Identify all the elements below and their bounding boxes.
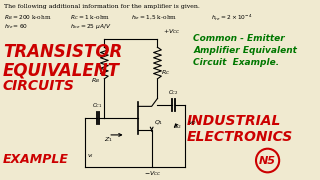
Text: Circuit  Example.: Circuit Example. — [193, 58, 279, 67]
Text: $h_{ie} = 1{,}5$ k-ohm: $h_{ie} = 1{,}5$ k-ohm — [132, 13, 178, 22]
Text: INDUSTRIAL: INDUSTRIAL — [187, 114, 281, 128]
Text: $Q_1$: $Q_1$ — [154, 118, 163, 127]
Text: $Z_1$: $Z_1$ — [104, 135, 113, 144]
Text: $v_O$: $v_O$ — [188, 119, 197, 127]
Text: Amplifier Equivalent: Amplifier Equivalent — [193, 46, 297, 55]
Text: $R_C = 1$ k-ohm: $R_C = 1$ k-ohm — [69, 13, 110, 22]
Text: $R_B = 200$ k-ohm: $R_B = 200$ k-ohm — [4, 13, 52, 22]
Text: TRANSISTOR: TRANSISTOR — [3, 43, 122, 61]
Text: ELECTRONICS: ELECTRONICS — [187, 130, 293, 144]
Text: $h_{re} = 2\times10^{-4}$: $h_{re} = 2\times10^{-4}$ — [211, 13, 252, 23]
Text: N5: N5 — [259, 156, 276, 166]
Text: $-V_{CC}$: $-V_{CC}$ — [144, 169, 161, 178]
Text: $R_C$: $R_C$ — [162, 68, 171, 77]
Text: $h_{oe} = 25\ \mu A/V$: $h_{oe} = 25\ \mu A/V$ — [69, 22, 111, 31]
Text: Common - Emitter: Common - Emitter — [193, 34, 285, 43]
Text: EQUIVALENT: EQUIVALENT — [3, 61, 120, 79]
Text: $R_B$: $R_B$ — [91, 76, 100, 85]
Text: $v_i$: $v_i$ — [87, 152, 94, 159]
Text: $Z_2$: $Z_2$ — [173, 122, 182, 130]
Text: $h_{fe} = 60$: $h_{fe} = 60$ — [4, 22, 28, 31]
Text: The following additional information for the amplifier is given.: The following additional information for… — [4, 4, 200, 9]
Text: $C_{C2}$: $C_{C2}$ — [168, 89, 178, 98]
Text: CIRCUITS: CIRCUITS — [3, 79, 75, 93]
Text: $+V_{CC}$: $+V_{CC}$ — [163, 28, 181, 36]
Text: $C_{C1}$: $C_{C1}$ — [92, 101, 103, 110]
Text: EXAMPLE: EXAMPLE — [3, 153, 69, 166]
